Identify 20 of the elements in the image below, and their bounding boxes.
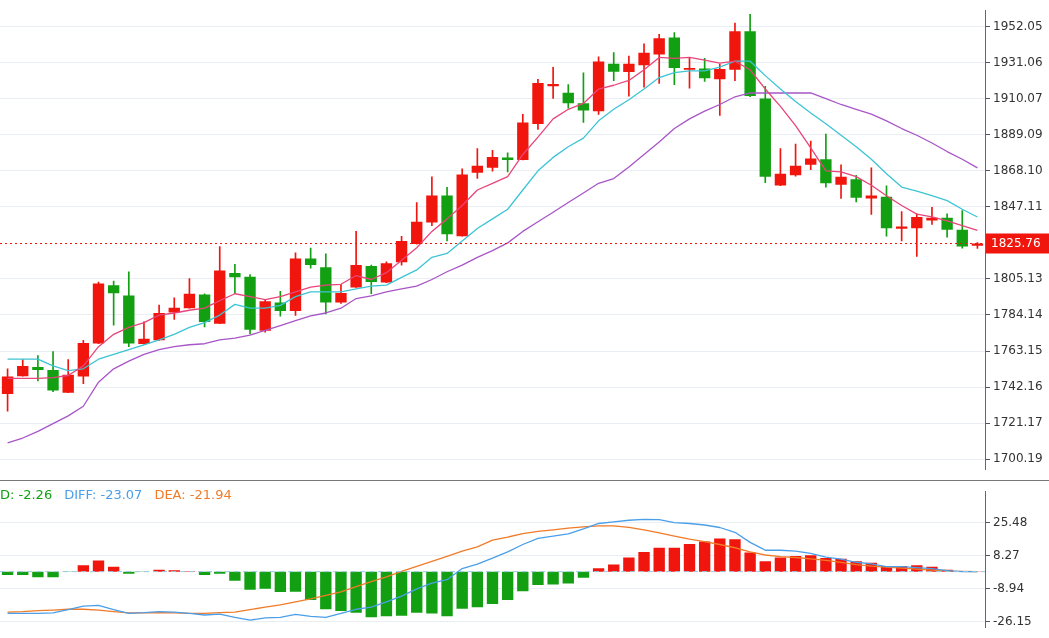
- text: DEA: -21.94: [154, 487, 232, 502]
- ref-line-label: 1825.76: [991, 235, 1041, 250]
- y-tick-label: 1700.19: [993, 451, 1043, 466]
- y-tick-label: 1763.15: [993, 343, 1043, 358]
- y-tick-label: 1784.14: [993, 307, 1043, 322]
- y-tick-label: 1889.09: [993, 126, 1043, 141]
- y-tick-label: 8.27: [993, 547, 1020, 562]
- y-tick-label: 1805.13: [993, 271, 1043, 286]
- y-tick-label: 1931.06: [993, 54, 1043, 69]
- y-tick-label: -26.15: [993, 613, 1032, 628]
- y-tick-label: 1910.07: [993, 90, 1043, 105]
- y-tick-label: -8.94: [993, 580, 1025, 595]
- y-tick-label: 1742.16: [993, 379, 1043, 394]
- y-tick-label: 1952.05: [993, 18, 1043, 33]
- text: DIFF: -23.07: [64, 487, 143, 502]
- y-tick-label: 25.48: [993, 515, 1028, 530]
- y-tick-label: 1721.17: [993, 415, 1043, 430]
- text: D: -2.26: [0, 487, 53, 502]
- y-tick-label: 1847.11: [993, 198, 1043, 213]
- y-tick-label: 1868.10: [993, 162, 1043, 177]
